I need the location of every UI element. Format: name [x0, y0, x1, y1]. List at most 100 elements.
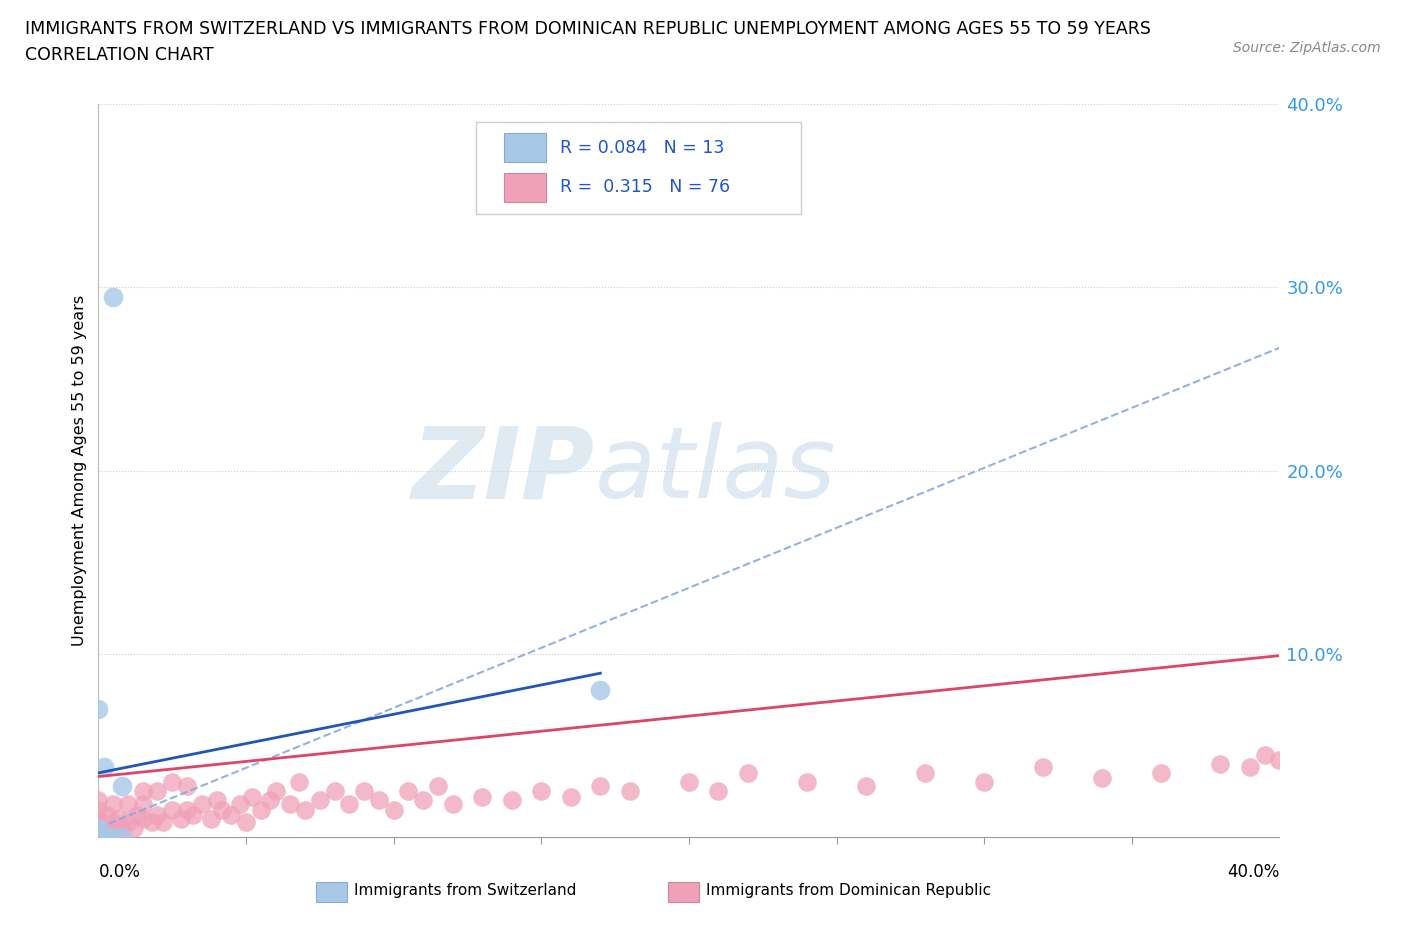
Point [264, 784, 287, 799]
Point [93, 760, 115, 775]
Point [191, 797, 214, 812]
Point [412, 793, 434, 808]
Point [125, 807, 148, 822]
Point [96, 807, 118, 822]
Point [146, 784, 169, 799]
Point [914, 765, 936, 780]
FancyBboxPatch shape [503, 173, 546, 202]
Point [221, 807, 243, 822]
Point [87, 824, 110, 839]
Point [176, 802, 198, 817]
Point [87, 830, 110, 844]
Point [235, 815, 257, 830]
Point [1150, 765, 1173, 780]
Point [87, 701, 110, 716]
FancyBboxPatch shape [477, 123, 801, 214]
Text: 40.0%: 40.0% [1227, 863, 1279, 882]
Point [103, 815, 125, 830]
Point [339, 797, 361, 812]
Point [200, 811, 222, 826]
Point [132, 784, 155, 799]
Point [87, 830, 110, 844]
Point [1254, 747, 1277, 762]
Point [382, 802, 405, 817]
Point [309, 793, 332, 808]
Point [87, 793, 110, 808]
Point [103, 830, 125, 844]
Point [111, 820, 134, 835]
Point [471, 790, 494, 804]
Point [87, 815, 110, 830]
Point [973, 775, 995, 790]
Point [117, 797, 139, 812]
Point [87, 830, 110, 844]
Point [103, 824, 125, 839]
Text: CORRELATION CHART: CORRELATION CHART [25, 46, 214, 64]
Point [280, 797, 302, 812]
Point [737, 765, 759, 780]
Text: atlas: atlas [595, 422, 837, 519]
Point [146, 807, 169, 822]
Point [589, 778, 612, 793]
Point [427, 778, 450, 793]
Point [294, 802, 316, 817]
Text: 0.0%: 0.0% [98, 863, 141, 882]
Point [93, 820, 115, 835]
Point [441, 797, 464, 812]
Point [619, 784, 641, 799]
Point [1268, 752, 1291, 767]
Point [87, 830, 110, 844]
Point [501, 793, 523, 808]
FancyBboxPatch shape [503, 133, 546, 163]
Point [117, 815, 139, 830]
Point [93, 830, 115, 844]
Text: R = 0.084   N = 13: R = 0.084 N = 13 [560, 139, 724, 157]
Text: IMMIGRANTS FROM SWITZERLAND VS IMMIGRANTS FROM DOMINICAN REPUBLIC UNEMPLOYMENT A: IMMIGRANTS FROM SWITZERLAND VS IMMIGRANT… [25, 20, 1152, 38]
Point [132, 811, 155, 826]
Point [560, 790, 582, 804]
Point [87, 820, 110, 835]
Point [678, 775, 700, 790]
Point [707, 784, 730, 799]
Point [87, 802, 110, 817]
Point [108, 811, 131, 826]
Point [181, 807, 204, 822]
Point [259, 793, 281, 808]
Point [589, 683, 612, 698]
Point [162, 802, 183, 817]
Text: Immigrants from Dominican Republic: Immigrants from Dominican Republic [706, 884, 991, 898]
Point [103, 797, 125, 812]
Point [87, 811, 110, 826]
Point [368, 793, 391, 808]
Text: R =  0.315   N = 76: R = 0.315 N = 76 [560, 179, 730, 196]
Point [211, 802, 233, 817]
Point [205, 793, 228, 808]
Text: ZIP: ZIP [412, 422, 595, 519]
Point [152, 815, 174, 830]
Point [1091, 771, 1114, 786]
Point [141, 815, 163, 830]
Point [530, 784, 553, 799]
Y-axis label: Unemployment Among Ages 55 to 59 years: Unemployment Among Ages 55 to 59 years [72, 295, 87, 646]
Point [250, 802, 273, 817]
Text: Source: ZipAtlas.com: Source: ZipAtlas.com [1233, 41, 1381, 55]
Point [855, 778, 877, 793]
Point [1239, 760, 1261, 775]
Point [288, 775, 311, 790]
Point [162, 775, 183, 790]
Point [103, 289, 125, 304]
Point [111, 778, 134, 793]
Point [176, 778, 198, 793]
Point [240, 790, 263, 804]
Point [111, 830, 134, 844]
Point [229, 797, 252, 812]
Point [1209, 756, 1232, 771]
Point [132, 797, 155, 812]
Point [323, 784, 346, 799]
Point [1032, 760, 1054, 775]
Point [87, 820, 110, 835]
Point [122, 820, 145, 835]
Point [353, 784, 375, 799]
Text: Immigrants from Switzerland: Immigrants from Switzerland [354, 884, 576, 898]
Point [87, 824, 110, 839]
